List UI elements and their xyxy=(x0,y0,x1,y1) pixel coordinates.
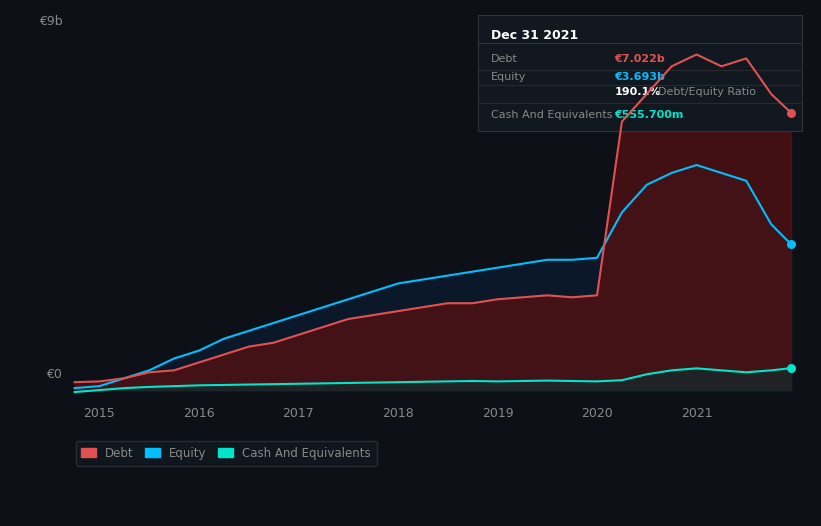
Text: €0: €0 xyxy=(46,368,62,381)
Text: €9b: €9b xyxy=(39,15,62,28)
Legend: Debt, Equity, Cash And Equivalents: Debt, Equity, Cash And Equivalents xyxy=(76,441,377,466)
Point xyxy=(785,364,798,372)
Point xyxy=(785,240,798,248)
Point xyxy=(785,109,798,117)
